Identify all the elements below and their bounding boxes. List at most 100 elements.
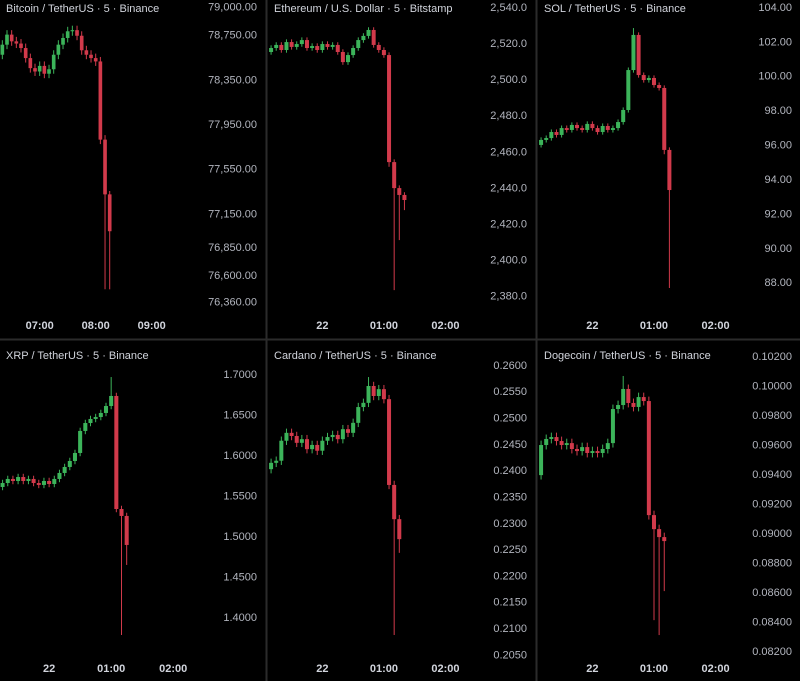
candle-body <box>641 397 646 402</box>
candle-body <box>299 439 304 443</box>
candle-body <box>67 460 72 467</box>
y-tick-label: 0.09400 <box>752 469 792 481</box>
y-tick-label: 0.2450 <box>493 439 527 451</box>
candle-body <box>351 422 356 433</box>
y-tick-label: 0.10000 <box>752 380 792 392</box>
candle-body <box>376 389 381 396</box>
candle-body <box>5 478 10 484</box>
candle-body <box>62 466 67 473</box>
x-tick-label: 01:00 <box>640 663 668 675</box>
y-tick-label: 102.00 <box>758 36 792 48</box>
candle-body <box>70 30 75 32</box>
x-tick-label: 22 <box>586 320 598 332</box>
candle-body <box>10 478 15 481</box>
x-tick-label: 02:00 <box>159 663 187 675</box>
candle-body <box>325 44 330 47</box>
candle-body <box>79 35 84 51</box>
candle-body <box>335 44 340 52</box>
candle-body <box>84 50 89 55</box>
candle-body <box>279 44 284 51</box>
candle-body <box>580 447 585 452</box>
candle-body <box>52 478 57 484</box>
candle-body <box>304 439 309 450</box>
y-tick-label: 0.09600 <box>752 439 792 451</box>
candle-body <box>616 122 621 129</box>
candle-body <box>274 460 279 463</box>
candle-body <box>269 48 274 52</box>
y-tick-label: 2,500.0 <box>490 74 527 86</box>
candle-body <box>304 40 309 49</box>
y-tick-label: 0.09200 <box>752 498 792 510</box>
candle-body <box>33 68 37 72</box>
candle-body <box>320 440 325 451</box>
x-tick-label: 07:00 <box>26 320 54 332</box>
candle-body <box>662 87 667 150</box>
x-tick-label: 01:00 <box>97 663 125 675</box>
candle-body <box>646 77 651 81</box>
y-tick-label: 77,950.00 <box>208 119 257 131</box>
y-tick-label: 76,850.00 <box>208 242 257 254</box>
candle-body <box>21 477 26 481</box>
candle-body <box>31 478 36 484</box>
candle-body <box>575 449 580 452</box>
candle-body <box>371 29 376 45</box>
y-tick-label: 2,540.0 <box>490 2 527 14</box>
candle-body <box>585 447 590 453</box>
candle-body <box>590 451 595 453</box>
y-tick-label: 77,550.00 <box>208 164 257 176</box>
x-tick-label: 09:00 <box>138 320 166 332</box>
candle-body <box>626 70 631 110</box>
chart-title: Bitcoin / TetherUS · 5 · Binance <box>6 3 159 15</box>
candle-body <box>600 449 605 453</box>
candle-body <box>26 478 31 481</box>
candle-body <box>580 128 585 130</box>
y-tick-label: 0.2400 <box>493 465 527 477</box>
candle-body <box>93 58 98 62</box>
y-tick-label: 2,380.0 <box>490 291 527 303</box>
y-tick-label: 0.2050 <box>493 649 527 661</box>
candle-body <box>330 434 335 438</box>
candle-body <box>36 483 41 485</box>
y-tick-label: 1.7000 <box>223 369 257 381</box>
candle-body <box>269 462 274 470</box>
candle-body <box>539 139 544 145</box>
candle-body <box>376 44 381 51</box>
candle-body <box>109 395 114 407</box>
candle-body <box>0 44 5 55</box>
candle-body <box>392 162 397 189</box>
candle-body <box>61 37 65 45</box>
candle-body <box>93 417 98 419</box>
chart-title: Cardano / TetherUS · 5 · Binance <box>274 350 436 362</box>
candle-body <box>366 386 371 403</box>
candle-body <box>657 85 662 88</box>
candle-body <box>631 402 636 407</box>
candle-body <box>554 437 559 442</box>
candle-body <box>361 402 366 408</box>
y-tick-label: 0.08200 <box>752 646 792 658</box>
y-tick-label: 0.08600 <box>752 587 792 599</box>
candle-body <box>75 30 79 36</box>
y-tick-label: 0.2200 <box>493 570 527 582</box>
candle-body <box>662 537 667 542</box>
candle-body <box>667 149 672 191</box>
candle-body <box>554 132 559 135</box>
candle-body <box>103 406 109 413</box>
candle-body <box>621 109 626 123</box>
x-tick-label: 01:00 <box>640 320 668 332</box>
candle-body <box>600 126 605 133</box>
x-tick-label: 22 <box>316 320 328 332</box>
candle-body <box>569 443 574 450</box>
candle-body <box>651 77 656 86</box>
x-tick-label: 02:00 <box>702 320 730 332</box>
x-tick-label: 08:00 <box>82 320 110 332</box>
candle-body <box>397 188 402 195</box>
candle-body <box>56 44 61 55</box>
candle-body <box>340 51 345 63</box>
x-tick-label: 22 <box>316 663 328 675</box>
candle-body <box>28 58 33 69</box>
y-tick-label: 88.00 <box>764 277 792 289</box>
y-tick-label: 0.08800 <box>752 557 792 569</box>
y-tick-label: 0.2550 <box>493 386 527 398</box>
candle-body <box>103 139 107 195</box>
